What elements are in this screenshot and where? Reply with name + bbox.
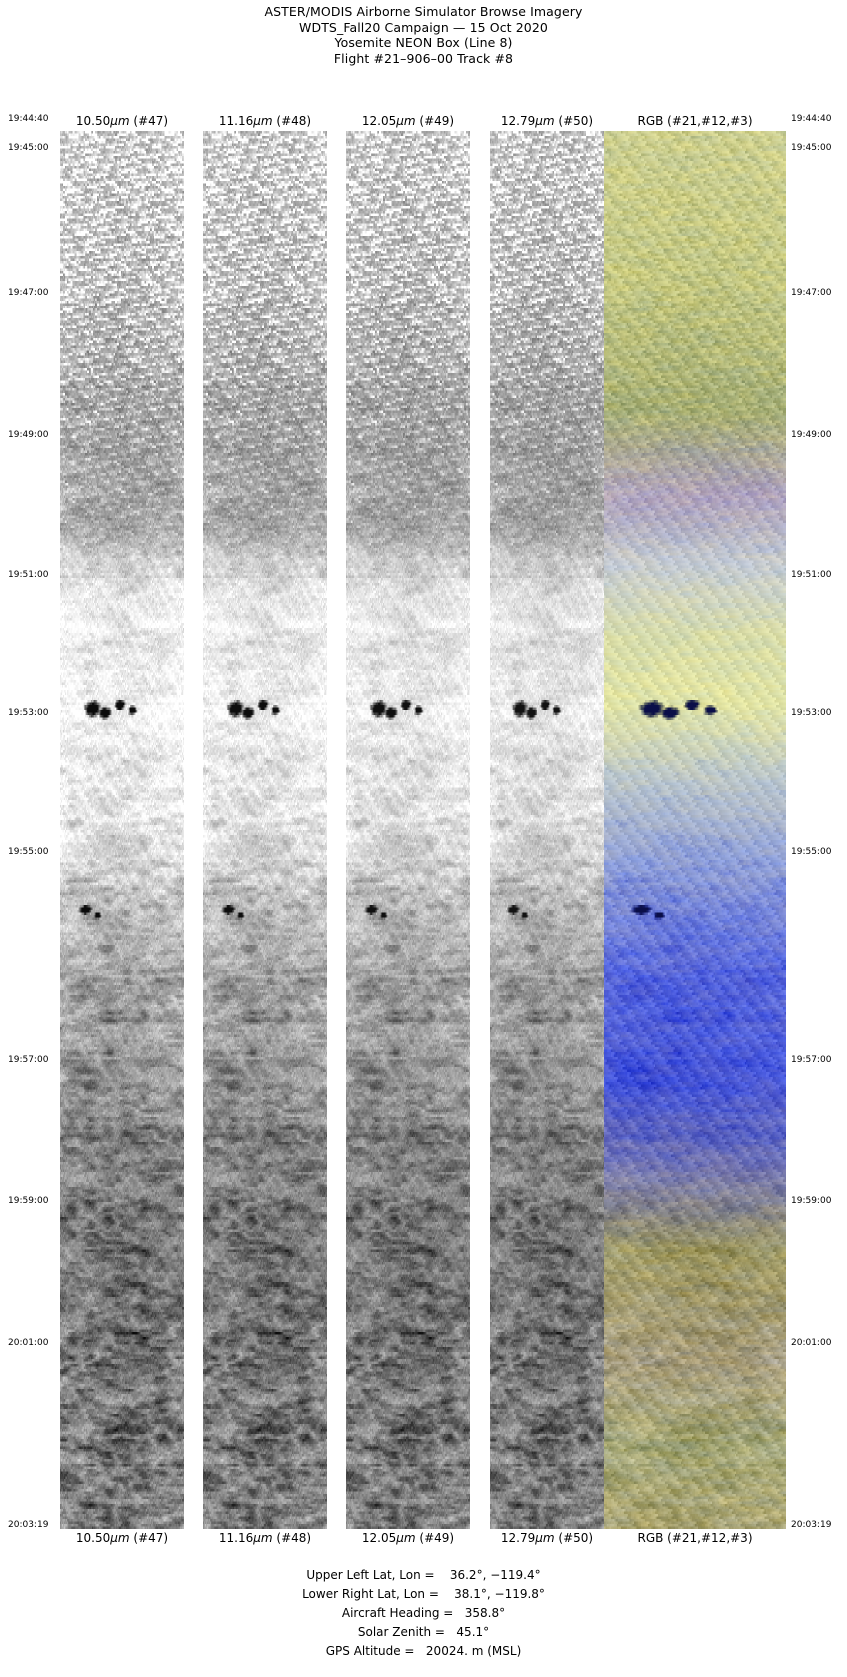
time-tick-left-195100: 19:51:00 [8, 570, 49, 580]
time-tick-left-195900: 19:59:00 [8, 1196, 49, 1206]
column-header-top-4: 12.79μm (#50) [500, 114, 594, 128]
page-title: ASTER/MODIS Airborne Simulator Browse Im… [0, 4, 847, 66]
image-panel-rgb[interactable] [604, 131, 786, 1529]
column-header-bottom-5: RGB (#21,#12,#3) [637, 1531, 753, 1545]
title-line-2: WDTS_Fall20 Campaign — 15 Oct 2020 [299, 19, 548, 35]
time-tick-left-200100: 20:01:00 [8, 1338, 49, 1348]
image-canvas-5 [604, 131, 786, 1529]
image-canvas-1 [60, 131, 184, 1529]
footer-solar-zenith: Solar Zenith = 45.1° [357, 1625, 490, 1639]
image-canvas-2 [203, 131, 327, 1529]
time-tick-right-194440: 19:44:40 [791, 114, 832, 124]
title-line-1: ASTER/MODIS Airborne Simulator Browse Im… [264, 4, 583, 19]
column-header-top-2: 11.16μm (#48) [218, 114, 312, 128]
time-tick-left-194500: 19:45:00 [8, 143, 49, 153]
column-headers-top: 10.50μm (#47) 11.16μm (#48) 12.05μm (#49) 1… [0, 114, 847, 128]
column-header-bottom-1: 10.50μm (#47) [75, 1531, 169, 1545]
image-panel-band-47[interactable] [60, 131, 184, 1529]
time-tick-right-200319: 20:03:19 [791, 1520, 832, 1530]
footer-gps-altitude: GPS Altitude = 20024. m (MSL) [325, 1644, 522, 1658]
time-tick-left-195500: 19:55:00 [8, 847, 49, 857]
footer-aircraft-heading: Aircraft Heading = 358.8° [341, 1606, 506, 1620]
image-panel-band-49[interactable] [346, 131, 470, 1529]
column-header-bottom-2: 11.16μm (#48) [218, 1531, 312, 1545]
column-headers-bottom: 10.50μm (#47) 11.16μm (#48) 12.05μm (#49) 1… [0, 1531, 847, 1545]
image-canvas-3 [346, 131, 470, 1529]
column-header-top-3: 12.05μm (#49) [361, 114, 455, 128]
time-tick-right-195100: 19:51:00 [791, 570, 832, 580]
time-tick-right-195300: 19:53:00 [791, 708, 832, 718]
time-tick-right-200100: 20:01:00 [791, 1338, 832, 1348]
footer-metadata: Upper Left Lat, Lon = 36.2°, −119.4° Low… [0, 1566, 847, 1661]
time-tick-right-195700: 19:57:00 [791, 1055, 832, 1065]
time-tick-right-195900: 19:59:00 [791, 1196, 832, 1206]
column-header-bottom-3: 12.05μm (#49) [361, 1531, 455, 1545]
footer-upper-left-latlon: Upper Left Lat, Lon = 36.2°, −119.4° [306, 1568, 541, 1582]
column-header-top-1: 10.50μm (#47) [75, 114, 169, 128]
column-header-top-5: RGB (#21,#12,#3) [637, 114, 753, 128]
time-tick-left-194900: 19:49:00 [8, 430, 49, 440]
time-tick-left-200319: 20:03:19 [8, 1520, 49, 1530]
column-header-bottom-4: 12.79μm (#50) [500, 1531, 594, 1545]
time-tick-left-194440: 19:44:40 [8, 114, 49, 124]
time-tick-left-194700: 19:47:00 [8, 288, 49, 298]
time-tick-right-195500: 19:55:00 [791, 847, 832, 857]
title-line-4: Flight #21–906–00 Track #8 [333, 50, 514, 66]
image-canvas-4 [490, 131, 604, 1529]
image-panel-band-48[interactable] [203, 131, 327, 1529]
time-tick-right-194700: 19:47:00 [791, 288, 832, 298]
time-tick-right-194500: 19:45:00 [791, 143, 832, 153]
footer-lower-right-latlon: Lower Right Lat, Lon = 38.1°, −119.8° [302, 1587, 545, 1601]
time-tick-left-195300: 19:53:00 [8, 708, 49, 718]
time-tick-right-194900: 19:49:00 [791, 430, 832, 440]
title-line-3: Yosemite NEON Box (Line 8) [334, 35, 513, 50]
time-tick-left-195700: 19:57:00 [8, 1055, 49, 1065]
image-panel-band-50[interactable] [490, 131, 604, 1529]
image-panel-strip [0, 131, 847, 1529]
